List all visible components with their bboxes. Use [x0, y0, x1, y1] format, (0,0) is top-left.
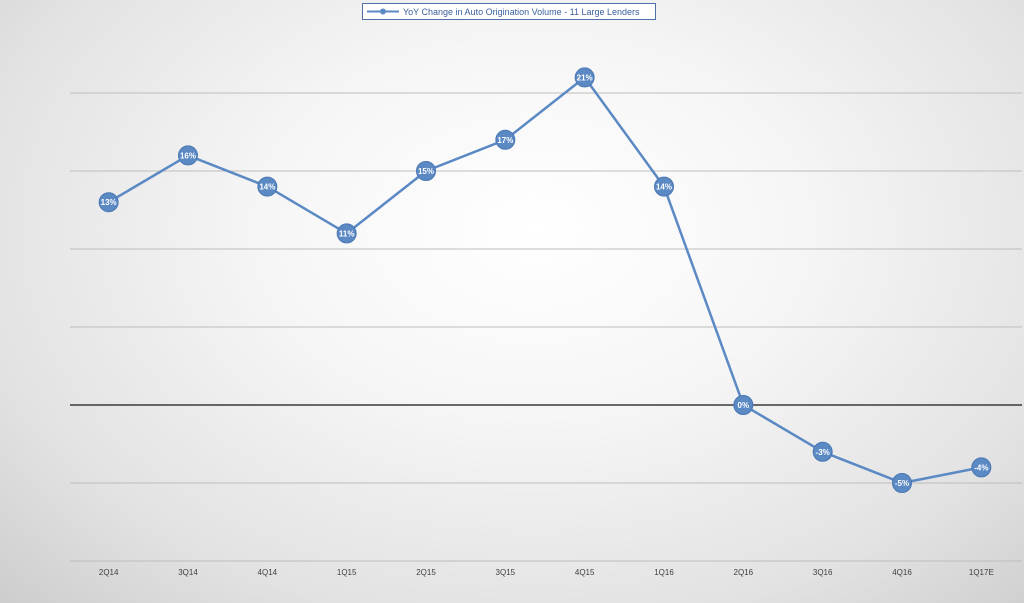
data-label: 16%	[180, 151, 196, 160]
data-point	[257, 176, 278, 197]
data-label: -4%	[974, 463, 988, 472]
gridlines	[70, 92, 1022, 562]
legend-line-marker-icon	[367, 8, 399, 15]
x-tick-label: 1Q15	[337, 568, 357, 577]
x-tick-label: 3Q14	[178, 568, 198, 577]
data-label: -5%	[895, 479, 909, 488]
data-point	[416, 161, 436, 181]
data-label: 15%	[418, 167, 434, 176]
data-point	[574, 67, 595, 88]
x-tick-label: 2Q16	[734, 568, 754, 577]
data-point	[336, 223, 357, 244]
data-label: 11%	[339, 229, 355, 238]
data-point	[495, 129, 516, 150]
x-tick-label: 4Q14	[258, 568, 278, 577]
data-label: -3%	[816, 448, 830, 457]
data-label: 14%	[656, 183, 672, 192]
x-tick-label: 1Q16	[654, 568, 674, 577]
x-tick-label: 2Q15	[416, 568, 436, 577]
x-tick-label: 3Q15	[496, 568, 516, 577]
data-point	[971, 457, 992, 478]
x-tick-label: 4Q15	[575, 568, 595, 577]
data-label: 21%	[577, 73, 593, 82]
data-label: 0%	[738, 401, 750, 410]
data-point	[654, 176, 674, 197]
data-point	[733, 395, 754, 415]
series-polyline	[108, 76, 982, 485]
legend-label: YoY Change in Auto Origination Volume - …	[403, 6, 640, 17]
data-label: 13%	[101, 198, 117, 207]
data-point	[812, 441, 833, 462]
data-point	[892, 473, 912, 493]
x-tick-label: 3Q16	[813, 568, 833, 577]
data-markers: 13% 16% 14% 11% 15% 17% 21% 14% 0% -3% -5% -4%	[98, 67, 992, 493]
data-label: 17%	[497, 136, 513, 145]
x-tick-label: 4Q16	[892, 568, 912, 577]
x-axis: 2Q14 3Q14 4Q14 1Q15 2Q15 3Q15 4Q15 1Q16 2Q16 3Q16…	[99, 568, 994, 577]
data-label: 14%	[259, 183, 275, 192]
x-tick-label: 2Q14	[99, 568, 119, 577]
series-line	[108, 76, 982, 485]
data-point	[98, 192, 119, 213]
data-point	[178, 145, 198, 166]
x-tick-label: 1Q17E	[969, 568, 994, 577]
legend: YoY Change in Auto Origination Volume - …	[362, 3, 656, 20]
